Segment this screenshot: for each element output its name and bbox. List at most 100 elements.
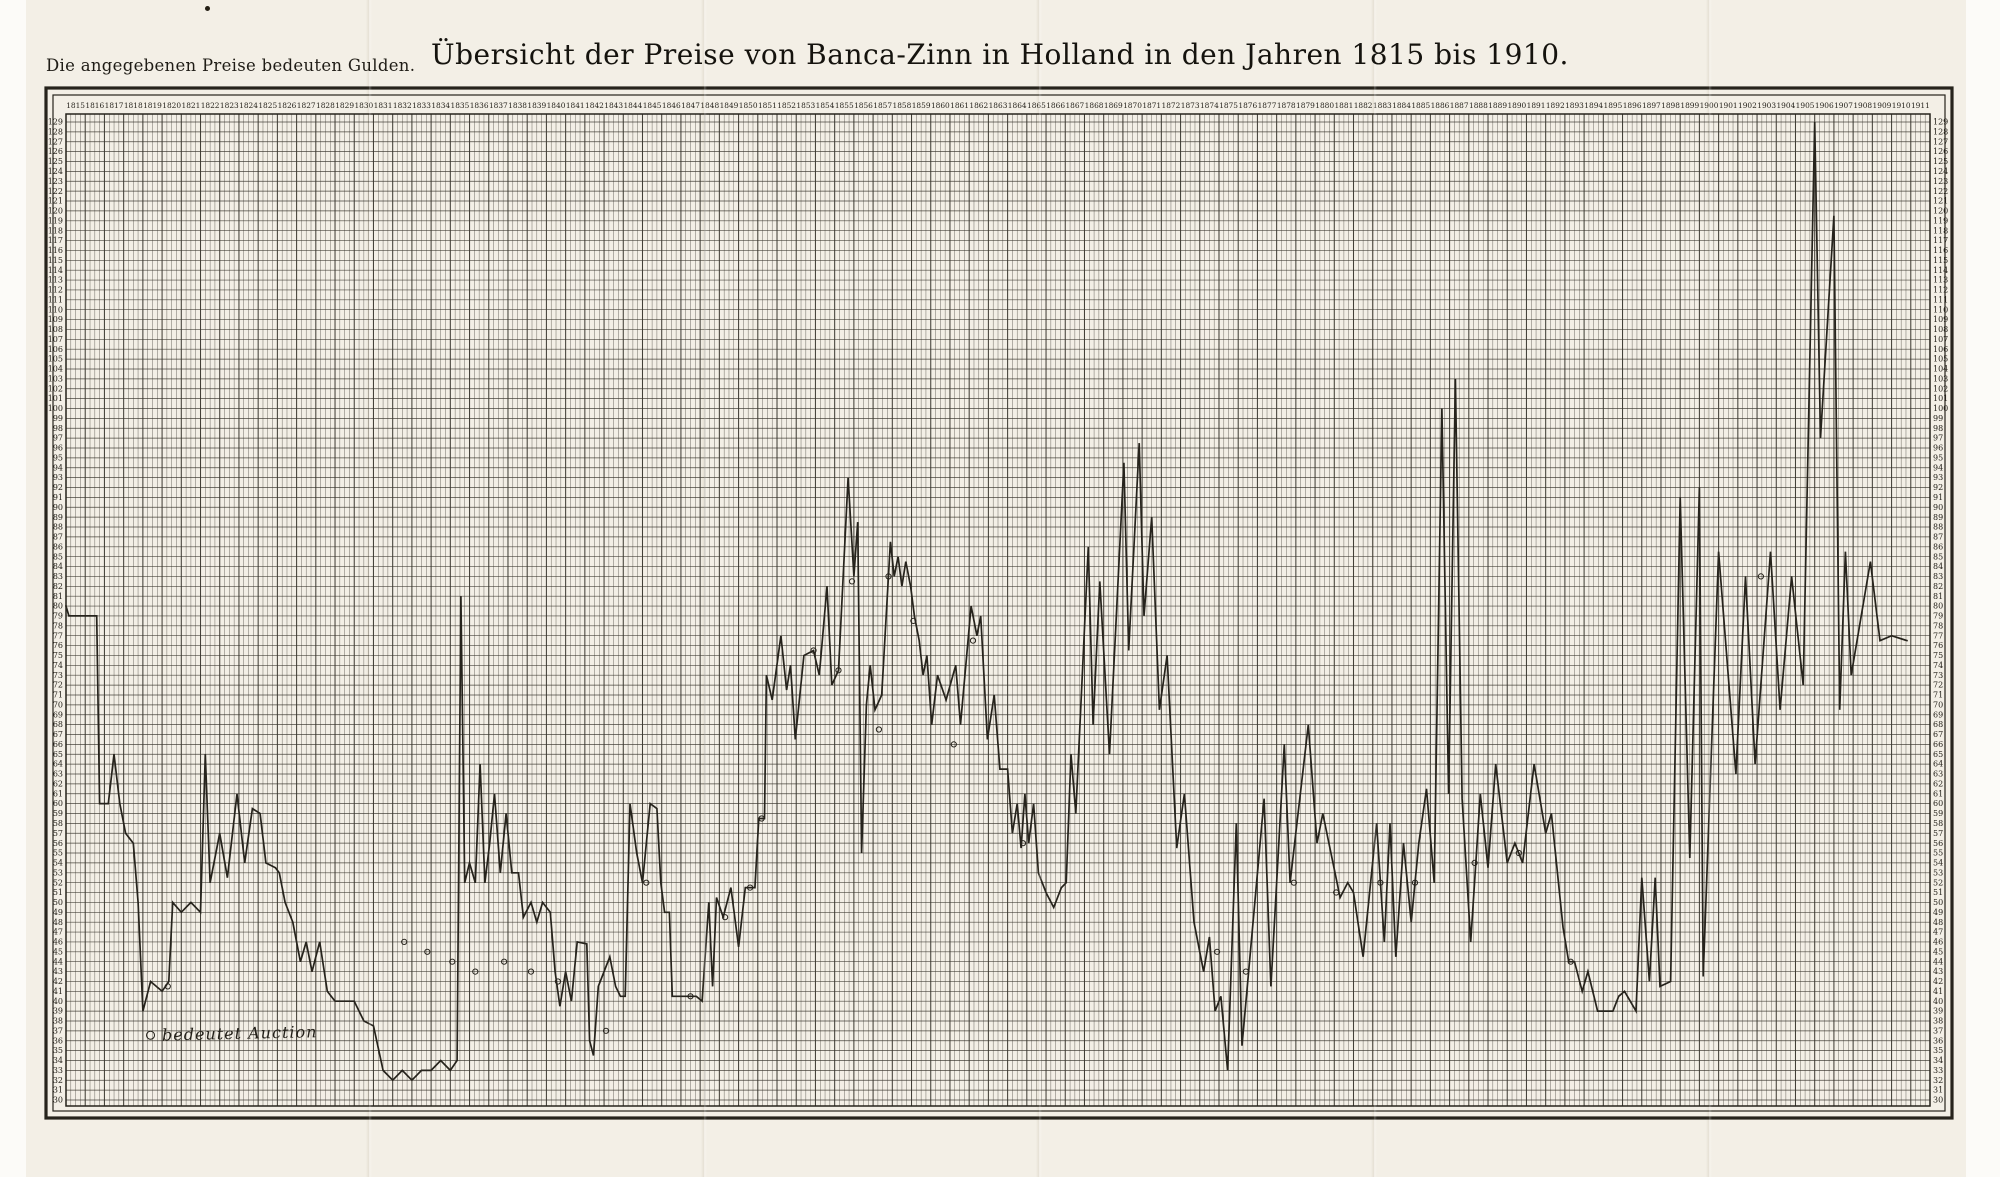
price-tick-label: 82 [53, 582, 63, 591]
year-tick-label: 1849 [720, 101, 739, 110]
price-tick-label: 51 [53, 888, 63, 897]
price-tick-label: 46 [1933, 938, 1943, 947]
price-tick-label: 104 [48, 365, 63, 374]
price-tick-label: 56 [1933, 839, 1943, 848]
year-tick-label: 1858 [893, 101, 912, 110]
price-tick-label: 61 [1933, 789, 1943, 798]
price-tick-label: 113 [1933, 276, 1948, 285]
scan-speck [205, 6, 210, 11]
auction-marker-circle [554, 978, 562, 985]
year-tick-label: 1879 [1296, 101, 1315, 110]
year-tick-label: 1850 [739, 101, 758, 110]
auction-marker-circle [501, 958, 508, 965]
price-tick-label: 119 [48, 216, 63, 225]
price-tick-label: 46 [53, 938, 63, 947]
price-tick-label: 60 [1933, 799, 1943, 808]
price-tick-label: 111 [48, 295, 63, 304]
price-tick-label: 70 [1933, 700, 1943, 709]
year-tick-label: 1867 [1065, 101, 1084, 110]
year-tick-label: 1884 [1392, 101, 1411, 110]
auction-marker-circle [1242, 968, 1250, 975]
year-tick-label: 1898 [1661, 101, 1680, 110]
year-tick-label: 1844 [623, 101, 642, 110]
price-tick-label: 102 [48, 384, 63, 393]
year-tick-label: 1906 [1815, 101, 1834, 110]
price-tick-label: 76 [53, 641, 63, 650]
year-tick-label: 1895 [1604, 101, 1623, 110]
price-tick-label: 105 [48, 355, 63, 364]
price-tick-label: 42 [53, 977, 63, 986]
price-tick-label: 122 [48, 187, 63, 196]
price-tick-label: 30 [1933, 1096, 1943, 1105]
price-tick-label: 95 [53, 453, 63, 462]
unit-note: Die angegebenen Preise bedeuten Gulden. [46, 56, 416, 75]
price-tick-label: 98 [53, 424, 63, 433]
price-tick-label: 43 [1933, 967, 1943, 976]
price-tick-label: 30 [53, 1096, 63, 1105]
year-tick-label: 1853 [796, 101, 815, 110]
price-tick-label: 39 [1933, 1007, 1943, 1016]
year-tick-label: 1873 [1181, 101, 1200, 110]
price-tick-label: 111 [1933, 295, 1948, 304]
price-tick-label: 81 [53, 592, 63, 601]
price-tick-label: 80 [53, 602, 63, 611]
price-tick-label: 49 [53, 908, 63, 917]
price-tick-label: 59 [1933, 809, 1943, 818]
price-tick-label: 99 [1933, 414, 1943, 423]
price-tick-label: 50 [1933, 898, 1943, 907]
year-tick-label: 1834 [431, 101, 450, 110]
year-tick-label: 1894 [1584, 101, 1603, 110]
price-tick-label: 55 [1933, 849, 1943, 858]
price-tick-label: 32 [53, 1076, 63, 1085]
price-tick-label: 91 [53, 493, 63, 502]
price-axis-right: 3031323334353637383940414243444546474849… [1933, 118, 1948, 1105]
auction-marker-circle [401, 938, 408, 946]
year-tick-label: 1872 [1162, 101, 1181, 110]
auction-marker-circle [1471, 859, 1478, 867]
price-tick-label: 39 [53, 1007, 63, 1016]
price-tick-label: 90 [1933, 503, 1943, 512]
price-tick-label: 66 [1933, 740, 1943, 749]
auction-marker-circle [164, 983, 171, 990]
price-tick-label: 127 [48, 137, 63, 146]
year-tick-label: 1828 [316, 101, 335, 110]
price-tick-label: 65 [53, 750, 63, 759]
price-tick-label: 53 [53, 868, 63, 877]
price-tick-label: 55 [53, 849, 63, 858]
year-tick-label: 1891 [1527, 101, 1546, 110]
price-tick-label: 80 [1933, 602, 1943, 611]
year-tick-label: 1874 [1200, 101, 1219, 110]
year-tick-label: 1847 [681, 101, 700, 110]
year-tick-label: 1855 [835, 101, 854, 110]
price-tick-label: 124 [1933, 167, 1948, 176]
auction-marker-circle [969, 637, 977, 644]
year-tick-label: 1822 [201, 101, 220, 110]
year-tick-label: 1852 [777, 101, 796, 110]
year-tick-label: 1899 [1680, 101, 1699, 110]
year-tick-label: 1842 [585, 101, 604, 110]
year-tick-label: 1857 [873, 101, 892, 110]
year-tick-label: 1905 [1796, 101, 1815, 110]
price-tick-label: 121 [1933, 197, 1948, 206]
price-tick-label: 71 [53, 691, 63, 700]
year-tick-label: 1864 [1008, 101, 1027, 110]
year-tick-label: 1907 [1834, 101, 1853, 110]
price-tick-label: 40 [53, 997, 63, 1006]
year-tick-label: 1827 [297, 101, 316, 110]
price-tick-label: 74 [1933, 661, 1943, 670]
auction-marker-circle [424, 948, 431, 955]
year-tick-label: 1890 [1507, 101, 1526, 110]
price-tick-label: 87 [53, 533, 63, 542]
price-tick-label: 41 [53, 987, 63, 996]
price-tick-label: 42 [1933, 977, 1943, 986]
price-tick-label: 48 [1933, 918, 1943, 927]
year-tick-label: 1869 [1104, 101, 1123, 110]
price-tick-label: 54 [1933, 859, 1943, 868]
year-tick-label: 1878 [1277, 101, 1296, 110]
price-tick-label: 62 [1933, 779, 1943, 788]
price-tick-label: 85 [53, 552, 63, 561]
price-tick-label: 99 [53, 414, 63, 423]
price-tick-label: 107 [48, 335, 63, 344]
auction-circle-icon [145, 1030, 156, 1040]
